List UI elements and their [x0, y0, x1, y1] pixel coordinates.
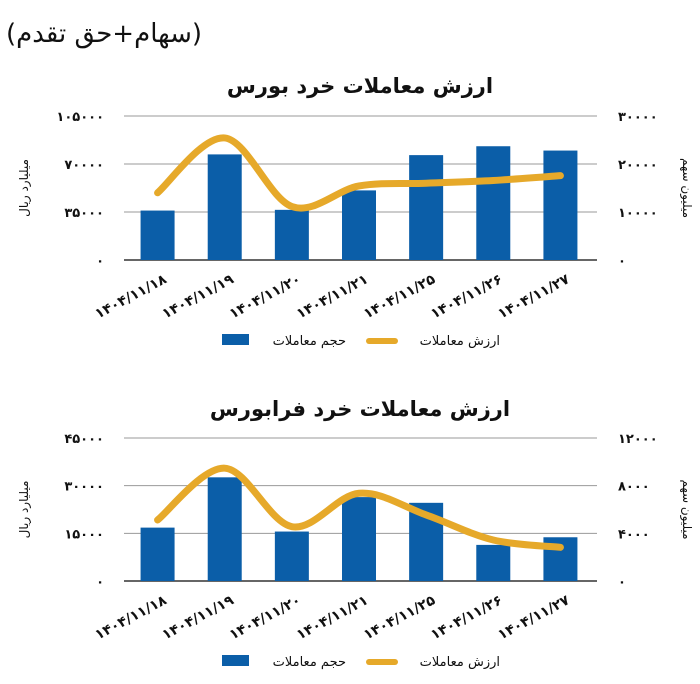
- x-tick-label: ۱۴۰۴/۱۱/۲۷: [495, 271, 572, 322]
- right-tick-label: ۸۰۰۰: [618, 480, 650, 495]
- bar: [274, 531, 309, 581]
- bar: [342, 497, 376, 581]
- bar: [476, 146, 511, 260]
- right-tick-label: ۴۰۰۰: [618, 527, 650, 542]
- left-tick-label: ۱۵۰۰۰: [64, 527, 104, 542]
- x-tick-label: ۱۴۰۴/۱۱/۲۰: [227, 271, 304, 322]
- x-tick-label: ۱۴۰۴/۱۱/۱۸: [93, 592, 170, 643]
- right-axis-label: میلیون سهم: [679, 158, 694, 218]
- x-tick-label: ۱۴۰۴/۱۱/۲۱: [294, 592, 371, 643]
- left-axis-label: میلیارد ریال: [17, 159, 32, 217]
- bar: [409, 155, 444, 260]
- left-tick-label: ۳۵۰۰۰: [64, 206, 104, 221]
- bar: [207, 477, 242, 581]
- chart-farabourse: ارزش معاملات خرد فرابورس ۰ ۱۵۰۰۰ ۳۰۰۰۰ ۴۵۰۰۰…: [17, 397, 694, 670]
- x-tick-label: ۱۴۰۴/۱۱/۲۶: [428, 271, 505, 322]
- right-tick-label: ۱۲۰۰۰: [618, 432, 658, 447]
- right-tick-label: ۰: [618, 575, 626, 590]
- legend-line-label: ارزش معاملات: [420, 334, 500, 349]
- chart-bourse: ارزش معاملات خرد بورس ۰ ۳۵۰۰۰ ۷۰۰۰۰ ۱۰۵۰۰۰ ۰ ۱…: [17, 74, 694, 349]
- x-tick-label: ۱۴۰۴/۱۱/۲۱: [294, 271, 371, 322]
- legend-bar-label: حجم معاملات: [273, 334, 346, 349]
- right-tick-label: ۲۰۰۰۰: [618, 158, 658, 173]
- right-tick-label: ۱۰۰۰۰: [618, 206, 658, 221]
- left-tick-label: ۱۰۵۰۰۰: [56, 110, 104, 125]
- left-tick-label: ۰: [96, 254, 104, 269]
- left-tick-label: ۰: [96, 575, 104, 590]
- right-tick-label: ۳۰۰۰۰: [618, 110, 658, 125]
- left-tick-label: ۴۵۰۰۰: [64, 432, 104, 447]
- chart-title: ارزش معاملات خرد فرابورس: [210, 397, 510, 421]
- x-tick-label: ۱۴۰۴/۱۱/۲۵: [361, 592, 438, 643]
- x-tick-label: ۱۴۰۴/۱۱/۲۰: [227, 592, 304, 643]
- x-tick-label: ۱۴۰۴/۱۱/۲۶: [428, 592, 505, 643]
- chart-title: ارزش معاملات خرد بورس: [227, 74, 493, 98]
- x-tick-label: ۱۴۰۴/۱۱/۱۸: [93, 271, 170, 322]
- left-tick-label: ۳۰۰۰۰: [64, 480, 104, 495]
- legend-bar-swatch: [222, 334, 249, 345]
- bar: [274, 209, 309, 260]
- bar: [342, 190, 376, 260]
- legend-bar-label: حجم معاملات: [273, 655, 346, 670]
- legend-bar-swatch: [222, 655, 249, 666]
- bar: [543, 150, 578, 260]
- bar: [207, 154, 242, 260]
- right-axis-label: میلیون سهم: [679, 479, 694, 539]
- x-tick-label: ۱۴۰۴/۱۱/۲۵: [361, 271, 438, 322]
- x-tick-label: ۱۴۰۴/۱۱/۲۷: [495, 592, 572, 643]
- right-tick-label: ۰: [618, 254, 626, 269]
- bar: [476, 544, 511, 581]
- left-tick-label: ۷۰۰۰۰: [64, 158, 104, 173]
- x-tick-label: ۱۴۰۴/۱۱/۱۹: [160, 271, 237, 322]
- header-subtitle: (سهام+حق تقدم): [6, 19, 202, 49]
- bar: [140, 210, 175, 260]
- bar: [140, 527, 175, 581]
- x-tick-label: ۱۴۰۴/۱۱/۱۹: [160, 592, 237, 643]
- left-axis-label: میلیارد ریال: [17, 481, 32, 539]
- legend-line-label: ارزش معاملات: [420, 655, 500, 670]
